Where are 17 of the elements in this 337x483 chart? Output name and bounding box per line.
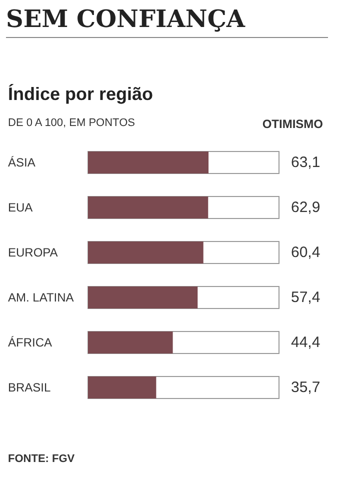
chart-title: SEM CONFIANÇA <box>6 4 328 38</box>
data-label: 44,4 <box>291 334 320 351</box>
y-tick-label: BRASIL <box>8 380 52 394</box>
source-note: FONTE: FGV <box>8 453 75 465</box>
text: OTIMISMO <box>262 117 323 131</box>
data-label: 62,9 <box>291 199 320 216</box>
data-label: 60,4 <box>291 244 320 261</box>
data-label: 35,7 <box>291 379 320 396</box>
y-tick-label: AM. LATINA <box>8 290 74 304</box>
y-tick-label: ÁSIA <box>8 156 36 170</box>
text: DE 0 A 100, EM PONTOS <box>8 117 135 129</box>
data-label: 57,4 <box>291 289 320 306</box>
chart-subtitle: Índice por região <box>8 84 154 105</box>
y-tick-label: ÁFRICA <box>8 336 52 350</box>
data-label: 63,1 <box>291 154 320 171</box>
y-tick-label: EUROPA <box>8 246 58 260</box>
y-tick-label: EUA <box>8 200 33 214</box>
